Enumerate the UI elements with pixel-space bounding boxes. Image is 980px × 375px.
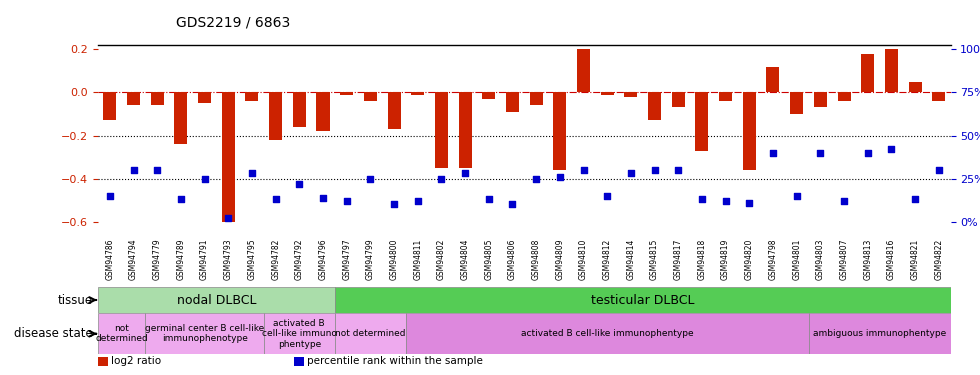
Bar (151, 92, 164, 105)
Text: activated B
cell-like immuno
phentype: activated B cell-like immuno phentype (262, 319, 337, 349)
Bar (293, 92, 306, 127)
Point (694, 196, 710, 202)
Bar (317, 92, 329, 131)
Text: nodal DLBCL: nodal DLBCL (176, 294, 256, 306)
Point (102, 193, 118, 199)
Bar (766, 66, 779, 92)
Bar (554, 92, 566, 170)
Bar (435, 92, 448, 168)
Point (859, 150, 875, 156)
Bar (145, 313, 264, 354)
Point (552, 174, 567, 180)
Text: not determined: not determined (335, 329, 406, 338)
Point (197, 176, 213, 181)
Bar (506, 92, 519, 112)
Point (931, 167, 947, 173)
Point (386, 201, 402, 207)
Bar (790, 92, 804, 114)
Bar (696, 92, 709, 151)
Bar (387, 92, 401, 129)
Bar (459, 92, 471, 168)
Bar (412, 92, 424, 94)
Point (291, 181, 307, 187)
Bar (808, 313, 951, 354)
Point (742, 200, 758, 206)
Point (268, 196, 283, 202)
Text: percentile rank within the sample: percentile rank within the sample (307, 357, 482, 366)
Point (765, 150, 781, 156)
Bar (719, 92, 732, 101)
Bar (838, 92, 851, 101)
Text: not
determined: not determined (95, 324, 148, 344)
Text: GDS2219 / 6863: GDS2219 / 6863 (176, 16, 291, 30)
Bar (245, 92, 259, 101)
Bar (127, 92, 140, 105)
Point (505, 201, 520, 207)
Bar (340, 92, 353, 94)
Point (481, 196, 497, 202)
Point (339, 198, 355, 204)
Bar (174, 92, 187, 144)
Point (600, 193, 615, 199)
Point (316, 195, 331, 201)
Bar (335, 287, 951, 313)
Point (907, 196, 923, 202)
Point (528, 176, 544, 181)
Bar (270, 92, 282, 140)
Text: tissue: tissue (58, 294, 93, 306)
Text: log2 ratio: log2 ratio (111, 357, 161, 366)
Bar (264, 313, 335, 354)
Point (575, 167, 591, 173)
Bar (671, 92, 685, 108)
Point (410, 198, 425, 204)
Bar (364, 92, 377, 101)
Bar (624, 92, 637, 97)
Point (789, 193, 805, 199)
Text: ambiguous immunophentype: ambiguous immunophentype (813, 329, 946, 338)
Bar (103, 92, 117, 120)
Bar (482, 92, 495, 99)
Point (670, 167, 686, 173)
Point (812, 150, 828, 156)
Text: disease state: disease state (15, 327, 93, 340)
Bar (648, 92, 662, 120)
Text: testicular DLBCL: testicular DLBCL (591, 294, 695, 306)
Text: activated B cell-like immunophentype: activated B cell-like immunophentype (521, 329, 694, 338)
Point (363, 176, 378, 181)
Bar (601, 92, 613, 94)
Point (173, 196, 189, 202)
Point (717, 198, 733, 204)
Bar (861, 54, 874, 92)
Point (884, 146, 900, 152)
Bar (221, 92, 235, 222)
Bar (908, 82, 921, 92)
Point (220, 215, 236, 221)
Point (623, 171, 639, 177)
Point (836, 198, 852, 204)
Bar (406, 313, 808, 354)
Point (149, 167, 165, 173)
Bar (577, 49, 590, 92)
Bar (198, 92, 211, 103)
Bar (98, 313, 145, 354)
Point (647, 167, 662, 173)
Text: germinal center B cell-like
immunophenotype: germinal center B cell-like immunophenot… (145, 324, 265, 344)
Bar (743, 92, 756, 170)
Bar (335, 313, 406, 354)
Point (244, 171, 260, 177)
Point (433, 176, 449, 181)
Point (125, 167, 141, 173)
Bar (813, 92, 827, 108)
Bar (932, 92, 946, 101)
Bar (98, 287, 335, 313)
Bar (885, 49, 898, 92)
Point (458, 171, 473, 177)
Bar (529, 92, 543, 105)
